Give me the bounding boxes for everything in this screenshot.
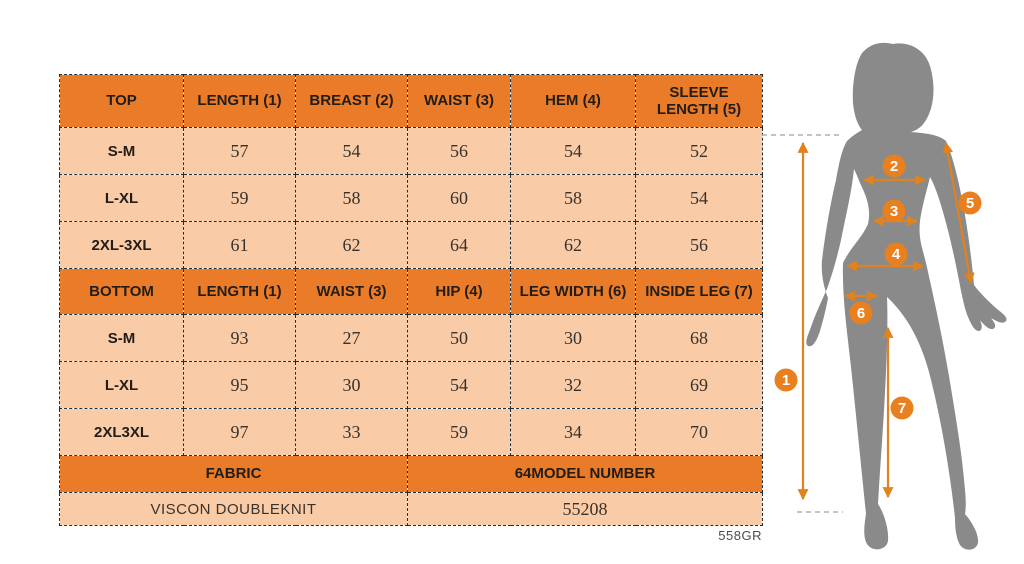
callout-7: 7 [890, 396, 914, 420]
header-cell-bottom: BOTTOM [59, 268, 184, 315]
value-cell: 54 [295, 127, 408, 175]
header-cell-hip: HIP (4) [407, 268, 511, 315]
header-cell-length: LENGTH (1) [183, 268, 296, 315]
callout-4: 4 [884, 242, 908, 266]
callout-4-label: 4 [892, 246, 901, 263]
value-cell: 27 [295, 314, 408, 362]
value-cell: 54 [510, 127, 636, 175]
callout-3: 3 [882, 199, 906, 223]
style-code-label: 558GR [718, 528, 762, 543]
header-cell-waist: WAIST (3) [295, 268, 408, 315]
guide-lines [762, 134, 843, 513]
value-cell: 70 [635, 408, 763, 456]
header-cell-breast: BREAST (2) [295, 74, 408, 128]
measurement-arrow-5-sleeve [942, 141, 975, 285]
callout-5: 5 [958, 191, 982, 215]
value-cell: 30 [510, 314, 636, 362]
header-cell-inside-leg: INSIDE LEG (7) [635, 268, 763, 315]
value-cell: 58 [510, 174, 636, 222]
callout-7-label: 7 [898, 400, 906, 417]
value-cell: 69 [635, 361, 763, 409]
value-cell: 32 [510, 361, 636, 409]
value-cell: 33 [295, 408, 408, 456]
callout-3-label: 3 [890, 203, 898, 220]
callout-1-label: 1 [782, 372, 790, 389]
value-cell: 62 [510, 221, 636, 269]
header-cell-length: LENGTH (1) [183, 74, 296, 128]
table-row-top-header: TOP LENGTH (1) BREAST (2) WAIST (3) HEM … [59, 74, 763, 128]
size-chart-table: TOP LENGTH (1) BREAST (2) WAIST (3) HEM … [59, 74, 763, 526]
measurement-figure: 1 2 3 4 5 6 7 [762, 42, 1007, 550]
table-row-bottom-sm: S-M 93 27 50 30 68 [59, 314, 763, 362]
header-cell-fabric: FABRIC [59, 455, 408, 493]
header-cell-model-number: 64MODEL NUMBER [407, 455, 763, 493]
value-cell: 56 [635, 221, 763, 269]
value-cell: 54 [407, 361, 511, 409]
value-cell: 52 [635, 127, 763, 175]
fabric-value-cell: VISCON DOUBLEKNIT [59, 492, 408, 526]
value-cell: 95 [183, 361, 296, 409]
value-cell: 61 [183, 221, 296, 269]
size-cell: L-XL [59, 174, 184, 222]
value-cell: 60 [407, 174, 511, 222]
value-cell: 56 [407, 127, 511, 175]
size-cell: 2XL3XL [59, 408, 184, 456]
callout-2: 2 [882, 154, 906, 178]
table-row-bottom-lxl: L-XL 95 30 54 32 69 [59, 361, 763, 409]
table-row-bottom-2xl3xl: 2XL3XL 97 33 59 34 70 [59, 408, 763, 456]
value-cell: 50 [407, 314, 511, 362]
value-cell: 59 [183, 174, 296, 222]
model-number-cell: 55208 [407, 492, 763, 526]
size-cell: L-XL [59, 361, 184, 409]
size-cell: 2XL-3XL [59, 221, 184, 269]
value-cell: 54 [635, 174, 763, 222]
callout-6-label: 6 [857, 305, 865, 322]
table-row-fabric-header: FABRIC 64MODEL NUMBER [59, 455, 763, 493]
female-body-silhouette-icon [806, 42, 1007, 550]
value-cell: 62 [295, 221, 408, 269]
table-row-bottom-header: BOTTOM LENGTH (1) WAIST (3) HIP (4) LEG … [59, 268, 763, 315]
value-cell: 68 [635, 314, 763, 362]
table-row-top-lxl: L-XL 59 58 60 58 54 [59, 174, 763, 222]
callout-6: 6 [849, 301, 873, 325]
callout-5-label: 5 [966, 195, 974, 212]
value-cell: 97 [183, 408, 296, 456]
measurement-arrows [797, 141, 975, 501]
value-cell: 30 [295, 361, 408, 409]
table-row-top-2xl3xl: 2XL-3XL 61 62 64 62 56 [59, 221, 763, 269]
value-cell: 59 [407, 408, 511, 456]
callout-2-label: 2 [890, 158, 898, 175]
header-cell-leg-width: LEG WIDTH (6) [510, 268, 636, 315]
value-cell: 34 [510, 408, 636, 456]
size-cell: S-M [59, 127, 184, 175]
size-cell: S-M [59, 314, 184, 362]
value-cell: 58 [295, 174, 408, 222]
value-cell: 93 [183, 314, 296, 362]
header-cell-sleeve-length: SLEEVE LENGTH (5) [635, 74, 763, 128]
table-row-fabric-value: VISCON DOUBLEKNIT 55208 [59, 492, 763, 526]
callout-badges: 1 2 3 4 5 6 7 [774, 154, 982, 420]
callout-1: 1 [774, 368, 798, 392]
header-cell-top: TOP [59, 74, 184, 128]
header-cell-waist: WAIST (3) [407, 74, 511, 128]
value-cell: 64 [407, 221, 511, 269]
table-row-top-sm: S-M 57 54 56 54 52 [59, 127, 763, 175]
value-cell: 57 [183, 127, 296, 175]
header-cell-hem: HEM (4) [510, 74, 636, 128]
